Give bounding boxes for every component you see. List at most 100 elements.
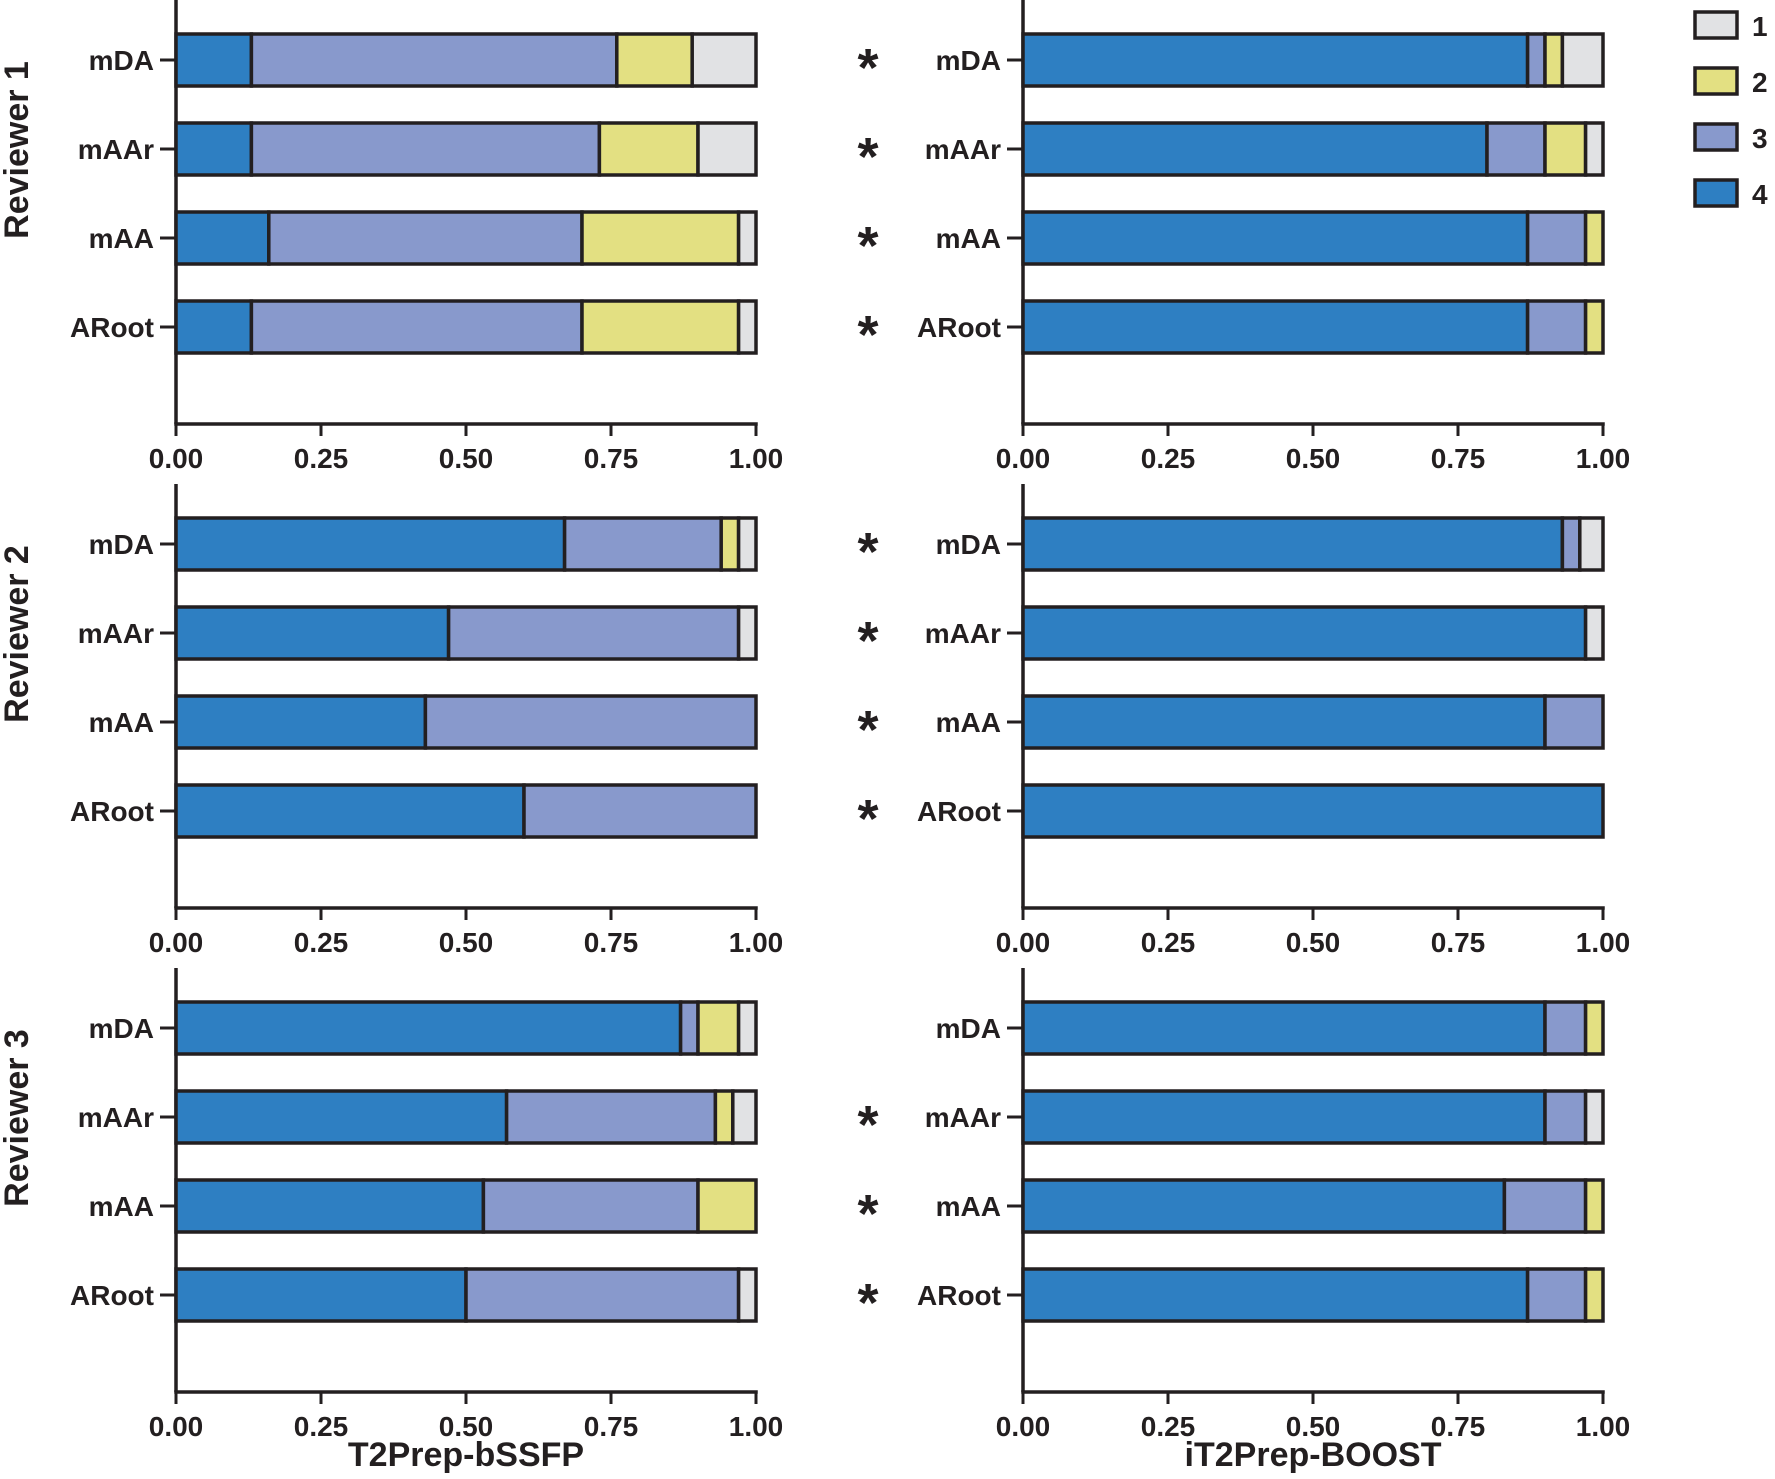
bar-segment-score-2 (615, 32, 694, 88)
y-tick-label-maa: mAA (936, 1191, 1001, 1222)
y-tick-label-maa: mAA (89, 223, 154, 254)
bar-segment-score-3 (1543, 1000, 1588, 1056)
x-tick-label: 0.25 (294, 1411, 349, 1442)
bar-segment-score-3 (562, 516, 723, 572)
bar-segment-score-4 (174, 516, 567, 572)
bar-maa (1021, 210, 1605, 266)
y-tick-label-maar: mAAr (925, 134, 1001, 165)
bar-segment-score-4 (174, 32, 254, 88)
x-tick-label: 0.00 (149, 443, 204, 474)
x-tick-label: 0.25 (294, 927, 349, 958)
bar-mda (174, 516, 758, 572)
bar-segment-score-4 (174, 1089, 509, 1145)
x-tick-label: 0.75 (1431, 1411, 1486, 1442)
bar-segment-score-1 (731, 1089, 758, 1145)
bar-segment-score-3 (423, 694, 758, 750)
significance-asterisk: * (857, 38, 878, 98)
bar-segment-score-3 (1525, 210, 1588, 266)
bar-segment-score-4 (1021, 1178, 1507, 1234)
bar-segment-score-2 (696, 1000, 741, 1056)
bar-segment-score-3 (1543, 1089, 1588, 1145)
bar-segment-score-4 (1021, 694, 1547, 750)
bar-maa (1021, 694, 1605, 750)
bar-maar (174, 605, 758, 661)
significance-asterisk: * (857, 1095, 878, 1155)
bar-mda (1021, 1000, 1605, 1056)
bar-segment-score-3 (249, 121, 602, 177)
bar-segment-score-3 (249, 299, 584, 355)
significance-asterisk: * (857, 700, 878, 760)
bar-aroot (1021, 299, 1605, 355)
legend-label-2: 2 (1752, 67, 1768, 98)
significance-asterisk: * (857, 611, 878, 671)
y-tick-label-aroot: ARoot (70, 312, 154, 343)
x-tick-label: 0.00 (149, 1411, 204, 1442)
bar-segment-score-4 (1021, 1267, 1530, 1323)
legend-swatch-1 (1693, 10, 1739, 40)
bar-aroot (174, 783, 758, 839)
panel-reviewer-2-t2prep-bssfp: 0.00 0.25 0.50 0.75 1.00 mDA mAAr mAA ARoot (70, 484, 783, 958)
bar-segment-score-2 (597, 121, 700, 177)
bar-segment-score-4 (1021, 121, 1489, 177)
y-tick-label-aroot: ARoot (70, 796, 154, 827)
significance-asterisk: * (857, 1184, 878, 1244)
x-tick-label: 0.25 (294, 443, 349, 474)
panel-reviewer-3-it2prep-boost: 0.00 0.25 0.50 0.75 1.00 mDA mAAr * mAA * ARoot * (857, 968, 1630, 1442)
bar-segment-score-1 (736, 210, 758, 266)
bar-segment-score-3 (504, 1089, 718, 1145)
row-label-reviewer-3: Reviewer 3 (0, 1029, 36, 1207)
x-tick-label: 0.50 (439, 443, 494, 474)
bar-segment-score-3 (267, 210, 584, 266)
legend-swatch-4 (1693, 178, 1739, 208)
legend-label-3: 3 (1752, 123, 1768, 154)
x-tick-label: 0.50 (1286, 927, 1341, 958)
bar-segment-score-2 (1583, 1000, 1605, 1056)
y-tick-label-aroot: ARoot (917, 796, 1001, 827)
bar-segment-score-3 (446, 605, 741, 661)
panel-reviewer-2-it2prep-boost: 0.00 0.25 0.50 0.75 1.00 mDA * mAAr * mAA * ARoot * (857, 484, 1630, 958)
bar-segment-score-3 (678, 1000, 700, 1056)
y-tick-label-mda: mDA (936, 45, 1001, 76)
bar-segment-score-2 (696, 1178, 758, 1234)
bar-segment-score-1 (690, 32, 758, 88)
bar-mda (174, 32, 758, 88)
x-tick-label: 0.75 (584, 443, 639, 474)
bar-segment-score-4 (174, 783, 526, 839)
bar-mda (174, 1000, 758, 1056)
x-tick-label: 0.75 (584, 1411, 639, 1442)
y-tick-label-maar: mAAr (78, 134, 154, 165)
bar-segment-score-1 (1578, 516, 1605, 572)
bar-segment-score-3 (1525, 1267, 1588, 1323)
bar-maa (1021, 1178, 1605, 1234)
legend-swatch-3 (1693, 122, 1739, 152)
y-tick-label-mda: mDA (89, 45, 154, 76)
bar-segment-score-4 (174, 605, 451, 661)
bar-segment-score-2 (1583, 1178, 1605, 1234)
panels-layer: 0.00 0.25 0.50 0.75 1.00 mDA mAAr mAA ARoot 0.00 0… (70, 0, 1630, 1442)
bar-segment-score-2 (580, 299, 741, 355)
bar-segment-score-2 (1583, 210, 1605, 266)
bar-maar (174, 1089, 758, 1145)
x-tick-label: 0.75 (1431, 443, 1486, 474)
significance-asterisk: * (857, 305, 878, 365)
x-tick-label: 0.00 (149, 927, 204, 958)
bar-segment-score-4 (1021, 210, 1530, 266)
bar-maar (1021, 1089, 1605, 1145)
x-tick-label: 1.00 (1576, 443, 1631, 474)
bar-segment-score-4 (1021, 299, 1530, 355)
y-tick-label-mda: mDA (89, 1013, 154, 1044)
bar-segment-score-4 (174, 1267, 468, 1323)
column-label-it2prep-boost: iT2Prep-BOOST (1185, 1436, 1442, 1474)
bar-segment-score-3 (481, 1178, 700, 1234)
x-tick-label: 0.25 (1141, 927, 1196, 958)
bar-segment-score-2 (580, 210, 741, 266)
y-tick-label-aroot: ARoot (70, 1280, 154, 1311)
x-tick-label: 0.75 (584, 927, 639, 958)
bar-segment-score-3 (522, 783, 758, 839)
bar-segment-score-1 (1560, 32, 1605, 88)
bar-segment-score-2 (1583, 299, 1605, 355)
x-tick-label: 0.75 (1431, 927, 1486, 958)
bar-segment-score-1 (696, 121, 758, 177)
bar-segment-score-2 (1583, 1267, 1605, 1323)
